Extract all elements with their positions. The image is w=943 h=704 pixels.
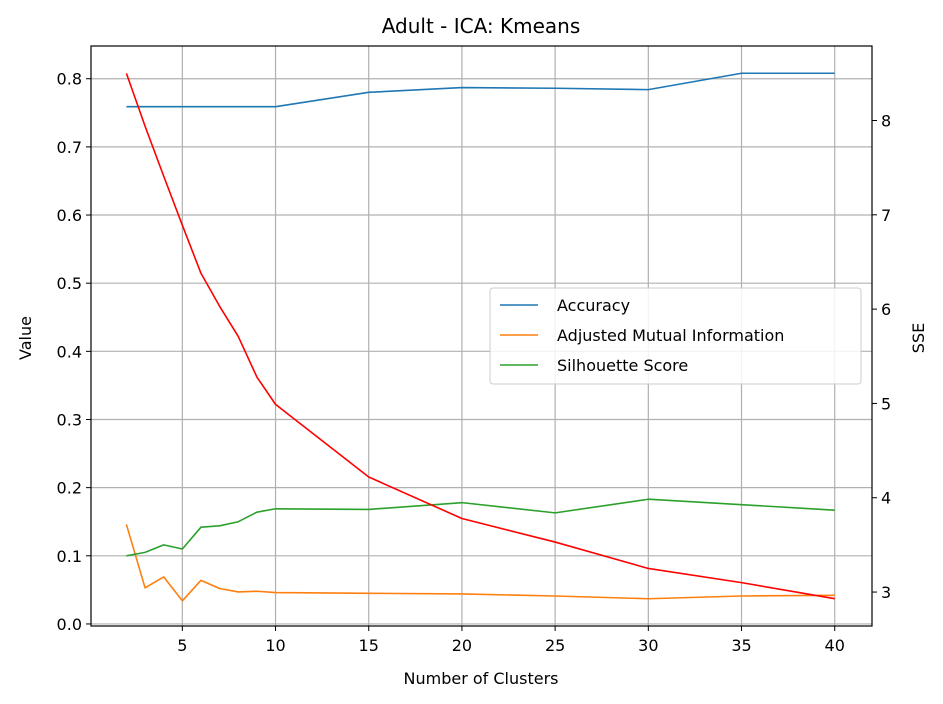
y-axis-title: Value: [16, 316, 35, 360]
x-tick-label: 40: [825, 636, 845, 655]
y-axis-left: 0.0 0.1 0.2 0.3 0.4 0.5 0.6 0.7 0.8: [57, 70, 91, 634]
legend-label: Accuracy: [557, 296, 630, 315]
series-line-silhouette-score: [126, 498, 835, 557]
y-tick-label: 0.1: [57, 547, 82, 566]
x-tick-label: 25: [545, 636, 565, 655]
plot-frame: [90, 45, 873, 627]
x-tick-label: 10: [265, 636, 285, 655]
series-line-sse: [125, 73, 835, 600]
grid: [91, 46, 872, 626]
y-tick-label: 0.2: [57, 479, 82, 498]
y2-tick-label: 4: [881, 489, 891, 508]
series-lines: [125, 72, 835, 602]
x-tick-label: 15: [359, 636, 379, 655]
y-tick-label: 0.3: [57, 410, 82, 429]
y2-tick-label: 6: [881, 300, 891, 319]
y-tick-label: 0.4: [57, 342, 82, 361]
y2-tick-label: 3: [881, 583, 891, 602]
y2-tick-label: 8: [881, 112, 891, 131]
y2-tick-label: 5: [881, 394, 891, 413]
y2-axis-title: SSE: [909, 323, 928, 353]
y2-tick-label: 7: [881, 206, 891, 225]
x-tick-label: 20: [452, 636, 472, 655]
legend-box: [489, 287, 862, 385]
series-line-adjusted-mutual-information: [125, 524, 835, 602]
legend-label: Silhouette Score: [557, 356, 688, 375]
legend-label: Adjusted Mutual Information: [557, 326, 784, 345]
legend: Accuracy Adjusted Mutual Information Silho…: [489, 287, 862, 385]
chart-title: Adult - ICA: Kmeans: [382, 14, 581, 38]
x-axis: 5 10 15 20 25 30 35 40: [177, 626, 845, 655]
series-line-accuracy: [126, 72, 835, 108]
y-tick-label: 0.0: [57, 615, 82, 634]
x-tick-label: 30: [638, 636, 658, 655]
y-tick-label: 0.8: [57, 70, 82, 89]
x-tick-label: 5: [177, 636, 187, 655]
x-axis-title: Number of Clusters: [404, 669, 559, 688]
y-tick-label: 0.7: [57, 138, 82, 157]
x-tick-label: 35: [731, 636, 751, 655]
y-tick-label: 0.5: [57, 274, 82, 293]
y-axis-right: 3 4 5 6 7 8: [872, 112, 891, 602]
y-tick-label: 0.6: [57, 206, 82, 225]
